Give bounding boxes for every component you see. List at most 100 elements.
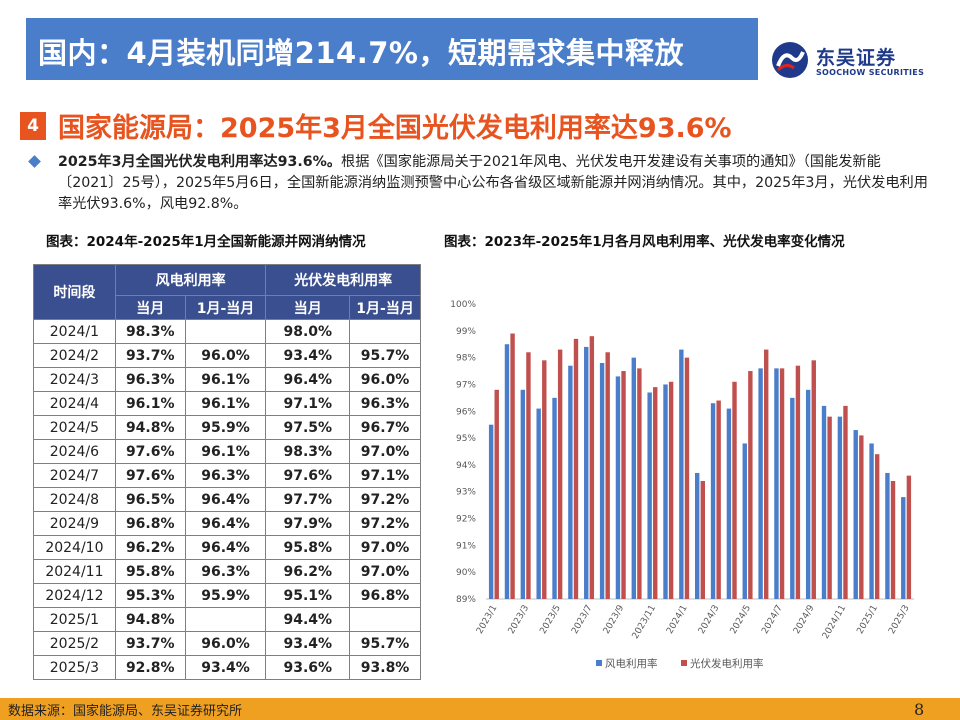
table-cell-period: 2024/8 <box>33 487 116 512</box>
table-cell-period: 2024/10 <box>33 535 116 560</box>
bullet-paragraph: 2025年3月全国光伏发电利用率达93.6%。根据《国家能源局关于2021年风电… <box>58 152 928 215</box>
table-cell-wind-m: 94.8% <box>114 607 186 632</box>
bar-pv <box>811 360 816 599</box>
table-cell-pv-ytd: 96.0% <box>349 367 421 392</box>
y-tick-label: 97% <box>456 380 476 390</box>
table-cell-pv-m: 93.4% <box>265 631 351 656</box>
table-cell-pv-m: 93.4% <box>265 343 351 368</box>
bar-wind <box>584 346 589 599</box>
subheader-pv-ytd: 1月-当月 <box>349 295 421 320</box>
bar-pv <box>748 371 753 599</box>
bar-wind <box>679 349 684 599</box>
table-row: 2024/7 97.6% 96.3% 97.6% 97.1% <box>33 463 421 488</box>
table-cell-wind-m: 96.1% <box>114 391 186 416</box>
y-tick-label: 94% <box>456 461 476 471</box>
table-row: 2024/11 95.8% 96.3% 96.2% 97.0% <box>33 559 421 584</box>
table-cell-pv-m: 97.9% <box>265 511 351 536</box>
table-cell-period: 2025/3 <box>33 655 116 680</box>
table-cell-period: 2024/7 <box>33 463 116 488</box>
company-logo: 东吴证券 SOOCHOW SECURITIES <box>770 40 940 82</box>
table-cell-wind-ytd <box>184 319 267 344</box>
bar-pv <box>906 475 912 599</box>
table-cell-pv-ytd: 97.0% <box>349 439 421 464</box>
bar-pv <box>589 336 595 599</box>
table-cell-pv-ytd: 96.3% <box>349 391 421 416</box>
bar-pv <box>542 360 547 599</box>
x-tick-label: 2023/11 <box>631 604 658 641</box>
y-tick-label: 92% <box>456 515 476 525</box>
page-title: 国内：4月装机同增214.7%，短期需求集中释放 <box>38 36 684 70</box>
bar-wind <box>869 443 874 599</box>
chart-svg: 89% 90% 91% 92% 93% 94% 95% 96% 97% 98% 99% 100% 202… <box>450 300 914 670</box>
header-period: 时间段 <box>33 264 116 320</box>
table-cell-pv-ytd: 96.8% <box>349 583 421 608</box>
y-tick-label: 95% <box>456 434 476 444</box>
header-wind: 风电利用率 <box>114 264 267 296</box>
diamond-bullet-icon <box>28 155 41 168</box>
table-cell-pv-ytd <box>349 607 421 632</box>
table-cell-pv-m: 95.1% <box>265 583 351 608</box>
table-cell-pv-m: 96.2% <box>265 559 351 584</box>
table-cell-wind-ytd: 96.1% <box>184 439 267 464</box>
table-cell-wind-ytd: 96.4% <box>184 487 267 512</box>
bar-pv <box>573 338 579 599</box>
table-cell-wind-m: 93.7% <box>114 343 186 368</box>
table-row: 2024/10 96.2% 96.4% 95.8% 97.0% <box>33 535 421 560</box>
table-cell-pv-m: 97.7% <box>265 487 351 512</box>
subheader-pv-month: 当月 <box>265 295 351 320</box>
table-cell-pv-m: 98.3% <box>265 439 351 464</box>
table-row: 2024/1 98.3% 98.0% <box>33 319 421 344</box>
bar-wind <box>790 397 795 599</box>
table-cell-pv-m: 97.1% <box>265 391 351 416</box>
table-cell-period: 2024/1 <box>33 319 116 344</box>
bar-wind <box>536 408 541 599</box>
table-cell-wind-ytd: 93.4% <box>184 655 267 680</box>
table-cell-wind-m: 96.8% <box>114 511 186 536</box>
bullet-bold-text: 2025年3月全国光伏发电利用率达93.6%。 <box>58 154 342 170</box>
table-cell-pv-m: 93.6% <box>265 655 351 680</box>
table-cell-wind-ytd: 96.4% <box>184 511 267 536</box>
table-row: 2024/12 95.3% 95.9% 95.1% 96.8% <box>33 583 421 608</box>
table-cell-wind-ytd: 96.4% <box>184 535 267 560</box>
bar-wind <box>568 365 573 599</box>
x-tick-label: 2023/9 <box>602 603 627 636</box>
x-tick-label: 2024/7 <box>760 604 784 636</box>
table-row: 2025/3 92.8% 93.4% 93.6% 93.8% <box>33 655 421 680</box>
bar-pv <box>795 365 801 599</box>
table-cell-wind-m: 95.3% <box>114 583 186 608</box>
table-cell-period: 2025/1 <box>33 607 116 632</box>
bar-pv <box>526 352 531 599</box>
section-title: 国家能源局：2025年3月全国光伏发电利用率达93.6% <box>58 113 732 144</box>
bar-wind <box>805 389 811 599</box>
table-row: 2024/2 93.7% 96.0% 93.4% 95.7% <box>33 343 421 368</box>
table-cell-wind-m: 92.8% <box>114 655 186 680</box>
bar-pv <box>557 349 563 599</box>
table-row: 2024/4 96.1% 96.1% 97.1% 96.3% <box>33 391 421 416</box>
bar-pv <box>510 333 515 599</box>
y-tick-label: 100% <box>450 300 476 310</box>
table-row: 2025/1 94.8% 94.4% <box>33 607 421 632</box>
table-cell-wind-ytd: 96.0% <box>184 631 267 656</box>
table-cell-pv-m: 94.4% <box>265 607 351 632</box>
y-tick-label: 99% <box>456 327 476 337</box>
table-cell-wind-ytd: 96.0% <box>184 343 267 368</box>
bar-pv <box>827 416 832 599</box>
table-cell-wind-m: 96.2% <box>114 535 186 560</box>
bar-wind <box>615 376 621 599</box>
table-cell-pv-ytd: 97.2% <box>349 511 421 536</box>
table-row: 2024/5 94.8% 95.9% 97.5% 96.7% <box>33 415 421 440</box>
page-number: 8 <box>914 700 925 719</box>
table-cell-wind-ytd <box>184 607 267 632</box>
bar-pv <box>732 381 737 599</box>
table-cell-wind-ytd: 96.1% <box>184 367 267 392</box>
table-cell-pv-ytd: 97.1% <box>349 463 421 488</box>
bar-pv <box>637 368 642 599</box>
table-cell-wind-ytd: 96.3% <box>184 463 267 488</box>
logo-mark-icon <box>772 42 808 78</box>
table-cell-pv-ytd: 97.0% <box>349 559 421 584</box>
x-tick-label: 2024/1 <box>665 604 689 636</box>
bar-wind <box>631 357 636 599</box>
logo-cn-text: 东吴证券 <box>816 47 897 69</box>
table-cell-pv-ytd: 97.2% <box>349 487 421 512</box>
table-cell-pv-ytd: 95.7% <box>349 631 421 656</box>
